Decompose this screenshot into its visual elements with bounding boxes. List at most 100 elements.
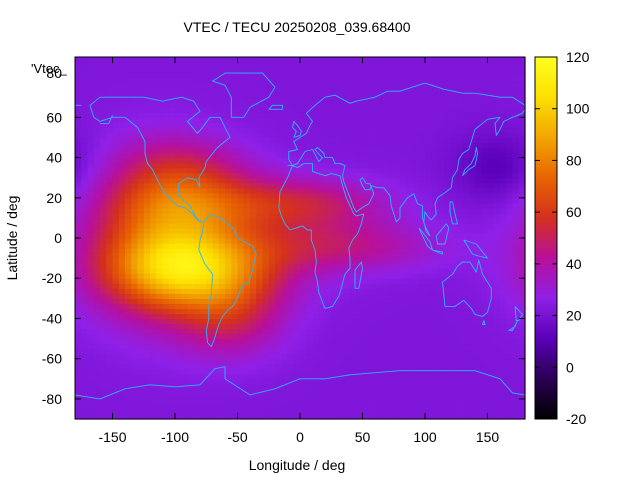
vtec-cell <box>287 147 295 154</box>
vtec-cell <box>493 313 501 320</box>
vtec-cell <box>181 202 189 209</box>
vtec-cell <box>212 293 220 299</box>
vtec-cell <box>481 323 489 330</box>
vtec-cell <box>343 383 351 390</box>
vtec-cell <box>131 147 139 154</box>
vtec-cell <box>506 303 514 309</box>
vtec-cell <box>306 102 314 108</box>
vtec-cell <box>512 283 520 289</box>
vtec-cell <box>437 318 445 325</box>
vtec-cell <box>206 102 214 108</box>
vtec-cell <box>425 408 432 415</box>
vtec-cell <box>175 338 182 345</box>
vtec-cell <box>212 383 220 390</box>
vtec-cell <box>168 338 176 345</box>
vtec-cell <box>350 363 357 370</box>
vtec-cell <box>200 323 207 330</box>
vtec-cell <box>400 202 407 209</box>
vtec-cell <box>131 112 139 118</box>
vtec-cell <box>368 147 376 154</box>
vtec-cell <box>131 227 139 234</box>
vtec-cell <box>262 72 270 78</box>
vtec-cell <box>243 212 251 219</box>
vtec-cell <box>343 298 351 304</box>
vtec-cell <box>268 353 276 360</box>
vtec-cell <box>412 232 420 239</box>
vtec-cell <box>93 102 101 108</box>
vtec-cell <box>337 248 345 254</box>
vtec-cell <box>312 167 320 174</box>
vtec-cell <box>500 328 507 335</box>
vtec-cell <box>412 167 420 174</box>
vtec-cell <box>400 222 407 229</box>
vtec-cell <box>381 107 389 113</box>
vtec-cell <box>243 263 251 269</box>
vtec-cell <box>100 232 107 239</box>
vtec-cell <box>400 373 407 380</box>
vtec-cell <box>312 232 320 239</box>
vtec-cell <box>481 87 489 93</box>
vtec-cell <box>400 278 407 284</box>
vtec-cell <box>93 172 101 179</box>
vtec-cell <box>125 293 132 299</box>
vtec-cell <box>325 263 332 269</box>
vtec-cell <box>118 197 126 204</box>
vtec-cell <box>106 343 114 350</box>
vtec-cell <box>131 298 139 304</box>
vtec-cell <box>131 293 139 299</box>
vtec-cell <box>225 358 232 365</box>
vtec-cell <box>325 152 332 159</box>
vtec-cell <box>106 238 114 244</box>
vtec-cell <box>187 147 195 154</box>
vtec-cell <box>112 403 120 410</box>
vtec-cell <box>500 283 507 289</box>
vtec-cell <box>506 318 514 325</box>
vtec-cell <box>293 157 301 164</box>
vtec-cell <box>337 303 345 309</box>
vtec-cell <box>387 127 395 134</box>
vtec-cell <box>281 137 289 144</box>
vtec-cell <box>193 308 201 315</box>
vtec-cell <box>293 303 301 309</box>
vtec-cell <box>150 308 157 315</box>
vtec-cell <box>368 353 376 360</box>
vtec-cell <box>268 308 276 315</box>
vtec-cell <box>237 82 245 88</box>
vtec-cell <box>337 358 345 365</box>
vtec-cell <box>306 132 314 139</box>
vtec-cell <box>275 77 282 83</box>
vtec-cell <box>200 162 207 169</box>
vtec-cell <box>143 348 151 355</box>
vtec-cell <box>225 222 232 229</box>
vtec-cell <box>412 137 420 144</box>
vtec-cell <box>475 182 482 189</box>
vtec-cell <box>337 313 345 320</box>
vtec-cell <box>325 393 332 400</box>
vtec-cell <box>262 373 270 380</box>
vtec-cell <box>412 353 420 360</box>
vtec-cell <box>131 303 139 309</box>
vtec-cell <box>87 298 95 304</box>
vtec-cell <box>393 263 401 269</box>
vtec-cell <box>312 268 320 274</box>
vtec-cell <box>475 283 482 289</box>
vtec-cell <box>225 197 232 204</box>
vtec-cell <box>187 333 195 340</box>
vtec-cell <box>487 328 495 335</box>
vtec-cell <box>506 222 514 229</box>
vtec-cell <box>518 147 526 154</box>
vtec-cell <box>150 197 157 204</box>
vtec-cell <box>75 383 82 390</box>
vtec-cell <box>281 333 289 340</box>
vtec-cell <box>168 358 176 365</box>
vtec-cell <box>143 283 151 289</box>
vtec-cell <box>412 298 420 304</box>
vtec-cell <box>293 323 301 330</box>
vtec-cell <box>443 278 451 284</box>
vtec-cell <box>500 388 507 395</box>
vtec-cell <box>293 172 301 179</box>
vtec-cell <box>487 152 495 159</box>
vtec-cell <box>118 67 126 73</box>
vtec-cell <box>368 197 376 204</box>
vtec-cell <box>462 328 470 335</box>
